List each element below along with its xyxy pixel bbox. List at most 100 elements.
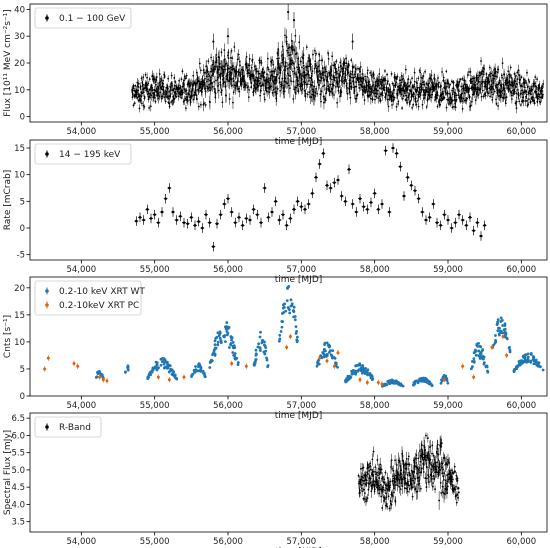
data-point — [385, 88, 388, 91]
data-point — [320, 100, 322, 103]
data-point — [385, 496, 388, 499]
data-point — [285, 42, 288, 45]
data-point — [409, 81, 412, 84]
data-point — [211, 85, 214, 88]
data-point — [326, 75, 329, 78]
data-point — [236, 80, 239, 83]
data-point — [216, 343, 220, 347]
data-point — [281, 77, 284, 80]
data-point — [183, 79, 186, 82]
data-point — [251, 58, 254, 61]
data-point — [160, 79, 163, 81]
data-point — [256, 80, 259, 83]
data-point — [412, 383, 415, 387]
data-point — [376, 78, 379, 81]
data-point — [207, 60, 210, 63]
data-point — [509, 89, 511, 92]
data-point — [391, 467, 394, 470]
data-point — [480, 355, 483, 359]
data-point — [324, 75, 327, 77]
data-point — [331, 92, 334, 95]
data-point — [541, 368, 545, 372]
data-point — [494, 334, 497, 337]
data-point — [288, 311, 292, 315]
data-point — [466, 97, 468, 100]
data-point — [134, 84, 137, 87]
data-point — [369, 97, 372, 100]
data-point — [167, 378, 171, 382]
data-point — [224, 340, 227, 344]
data-point — [316, 362, 320, 366]
data-point — [344, 78, 347, 81]
data-point — [378, 492, 380, 495]
data-point — [404, 90, 407, 92]
data-point — [226, 325, 230, 329]
data-point — [209, 101, 211, 104]
data-point — [396, 75, 399, 78]
data-point — [510, 77, 513, 79]
data-point — [481, 348, 485, 351]
data-point — [386, 477, 389, 479]
panel-4: 54,000 55,000 56,000 57,000 58,000 59,000 60,0… — [3, 412, 548, 548]
data-point — [323, 348, 327, 352]
data-point — [510, 84, 513, 86]
data-point — [151, 366, 155, 370]
data-point — [195, 82, 198, 85]
data-point — [333, 79, 336, 82]
data-point — [280, 325, 284, 329]
data-point — [223, 49, 226, 51]
data-point — [397, 100, 400, 103]
data-point — [529, 100, 532, 103]
data-point — [221, 101, 224, 104]
data-point — [437, 85, 440, 88]
data-point — [365, 369, 369, 373]
data-point — [451, 89, 453, 92]
data-point — [383, 500, 385, 502]
data-point — [393, 96, 396, 99]
data-point — [165, 360, 169, 364]
data-point — [296, 79, 299, 82]
data-point — [414, 88, 417, 91]
data-point — [285, 224, 288, 227]
data-point — [201, 91, 203, 93]
data-point — [537, 93, 539, 95]
data-point — [461, 100, 464, 102]
data-point — [521, 359, 525, 363]
data-point — [538, 86, 541, 89]
data-point — [234, 221, 237, 224]
y-tick-label: 10 — [14, 338, 25, 348]
legend: 14 − 195 keV — [34, 143, 132, 165]
data-point — [347, 64, 350, 67]
data-point — [497, 68, 500, 71]
data-point — [392, 491, 395, 494]
data-point — [336, 351, 340, 355]
data-point — [98, 375, 102, 379]
data-point — [505, 353, 509, 357]
data-point — [531, 355, 535, 358]
data-point — [196, 369, 200, 373]
data-point — [171, 83, 173, 85]
data-point — [378, 84, 380, 86]
data-point — [393, 487, 395, 490]
legend: 0.2-10 keV XRT WT 0.2-10keV XRT PC — [34, 280, 145, 316]
data-point — [455, 94, 458, 97]
data-point — [381, 476, 384, 479]
data-point — [149, 96, 151, 99]
data-point — [356, 93, 359, 96]
data-point — [291, 61, 294, 64]
data-point — [384, 504, 387, 507]
data-point — [263, 186, 266, 190]
data-point — [124, 370, 127, 374]
data-point — [480, 60, 482, 62]
data-point — [399, 89, 402, 92]
data-point — [216, 85, 219, 87]
data-point — [530, 93, 532, 96]
data-point — [515, 74, 517, 77]
data-point — [403, 82, 406, 85]
data-point — [378, 477, 381, 479]
data-point — [345, 62, 348, 65]
data-point — [415, 103, 418, 106]
data-point — [207, 78, 210, 81]
data-point — [213, 68, 216, 70]
data-point — [167, 77, 170, 80]
